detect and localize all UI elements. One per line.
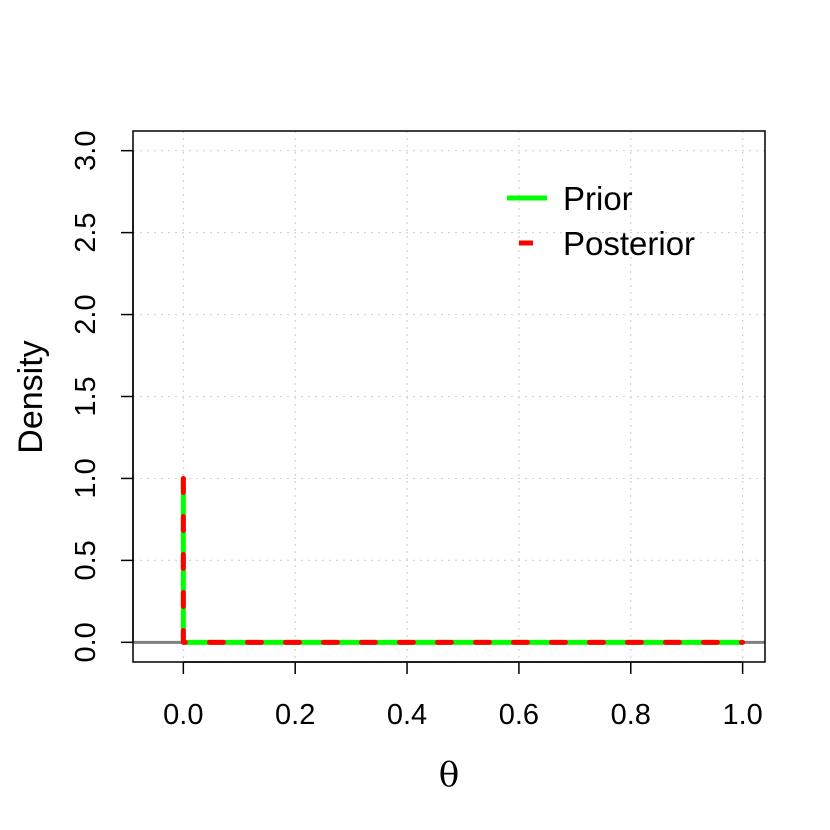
y-tick-label-6: 3.0	[70, 131, 102, 171]
y-axis: 0.0 0.5 1.0 1.5 2.0 2.5 3.0	[70, 131, 134, 662]
y-axis-label: Density	[12, 340, 50, 453]
x-tick-label-0: 0.0	[163, 699, 203, 731]
x-tick-label-3: 0.6	[499, 699, 539, 731]
x-axis: 0.0 0.2 0.4 0.6 0.8 1.0	[163, 661, 763, 731]
legend-label-posterior: Posterior	[563, 225, 695, 262]
y-tick-label-3: 1.5	[70, 376, 102, 416]
y-tick-label-4: 2.0	[70, 294, 102, 334]
series-lines	[180, 475, 746, 645]
y-tick-label-1: 0.5	[70, 540, 102, 580]
x-tick-label-1: 0.2	[275, 699, 315, 731]
y-tick-label-2: 1.0	[70, 458, 102, 498]
y-tick-label-5: 2.5	[70, 212, 102, 252]
series-line-posterior	[180, 475, 746, 645]
x-tick-label-5: 1.0	[722, 699, 762, 731]
x-tick-label-4: 0.8	[611, 699, 651, 731]
x-axis-label: θ	[439, 755, 459, 795]
grid	[133, 131, 765, 662]
y-tick-label-0: 0.0	[70, 622, 102, 662]
legend: Prior Posterior	[507, 180, 695, 262]
x-tick-label-2: 0.4	[387, 699, 427, 731]
legend-label-prior: Prior	[563, 180, 633, 217]
